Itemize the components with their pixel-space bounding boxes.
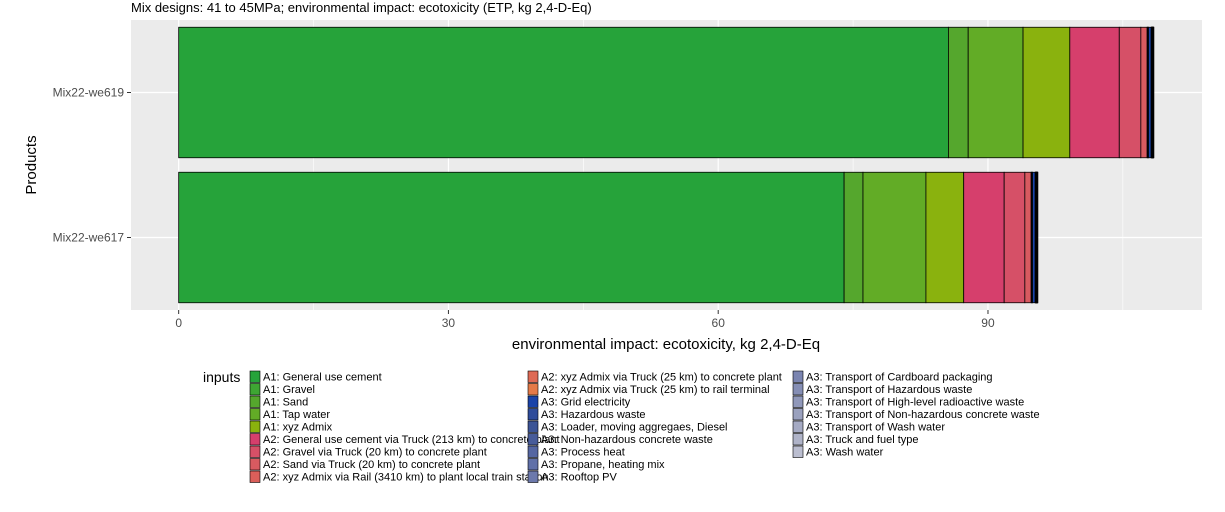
legend-key: [792, 370, 804, 383]
legend-label: A3: Propane, heating mix: [541, 459, 665, 471]
legend-label: A1: xyz Admix: [263, 422, 333, 434]
legend-label: A1: General use cement: [263, 372, 382, 384]
bar-segment: [925, 171, 965, 304]
legend-label: A3: Transport of Hazardous waste: [806, 384, 972, 396]
legend-label: A3: Wash water: [806, 447, 884, 459]
legend-label: A2: Gravel via Truck (20 km) to concrete…: [263, 447, 487, 459]
legend-key: [249, 370, 261, 383]
bar-segment: [1152, 26, 1155, 159]
legend-label: A3: Rooftop PV: [541, 472, 617, 484]
legend-label: A1: Tap water: [263, 409, 330, 421]
legend-key: [249, 408, 261, 421]
legend-key: [249, 420, 261, 433]
bar-segment: [1118, 26, 1142, 159]
legend-key: [792, 383, 804, 396]
x-axis-label: environmental impact: ecotoxicity, kg 2,…: [512, 336, 820, 353]
legend-key: [527, 383, 539, 396]
legend-label: A2: General use cement via Truck (213 km…: [263, 434, 560, 446]
bar-segment: [862, 171, 927, 304]
legend-key: [527, 395, 539, 408]
legend-key: [527, 470, 539, 483]
legend-key: [249, 458, 261, 471]
legend-key: [249, 445, 261, 458]
chart-title: Mix designs: 41 to 45MPa; environmental …: [131, 0, 592, 15]
bar-segment: [178, 26, 949, 159]
legend-label: A2: Sand via Truck (20 km) to concrete p…: [263, 459, 480, 471]
legend-label: A1: Gravel: [263, 384, 315, 396]
y-tick-label: Mix22-we617: [53, 231, 125, 245]
bar-segment: [1148, 26, 1152, 159]
legend-key: [527, 408, 539, 421]
bar-segment: [1036, 171, 1039, 304]
x-tick-label: 90: [981, 316, 995, 330]
legend-label: A2: xyz Admix via Truck (25 km) to rail …: [541, 384, 770, 396]
bar-segment: [843, 171, 864, 304]
legend-label: A3: Hazardous waste: [541, 409, 646, 421]
bar-segment: [1003, 171, 1026, 304]
legend-key: [249, 433, 261, 446]
legend-label: A3: Loader, moving aggregaes, Diesel: [541, 422, 728, 434]
x-tick-label: 0: [175, 316, 182, 330]
legend-key: [792, 408, 804, 421]
legend-label: A3: Transport of Wash water: [806, 422, 945, 434]
bar-segment: [1024, 171, 1032, 304]
legend-key: [249, 470, 261, 483]
bar-segment: [967, 26, 1024, 159]
y-axis-ticks: Mix22-we619 Mix22-we617: [53, 86, 131, 245]
legend-label: A3: Process heat: [541, 447, 625, 459]
legend-key: [527, 458, 539, 471]
legend-title: inputs: [203, 369, 240, 385]
legend-key: [527, 370, 539, 383]
legend-label: A3: Transport of Non-hazardous concrete …: [806, 409, 1040, 421]
bar-segment: [178, 171, 845, 304]
x-tick-label: 60: [712, 316, 726, 330]
legend-key: [792, 395, 804, 408]
bar-segment: [963, 171, 1005, 304]
legend-key: [527, 433, 539, 446]
legend-key: [527, 445, 539, 458]
bar-segment: [1140, 26, 1148, 159]
legend-label: A3: Transport of High-level radioactive …: [806, 397, 1024, 409]
bar-segment: [948, 26, 969, 159]
y-axis-label: Products: [23, 135, 40, 194]
legend-key: [792, 433, 804, 446]
bar-segment: [1069, 26, 1120, 159]
legend-key: [527, 420, 539, 433]
legend-label: A3: Truck and fuel type: [806, 434, 919, 446]
legend-label: A3: Transport of Cardboard packaging: [806, 372, 993, 384]
legend-key: [249, 383, 261, 396]
legend-key: [792, 445, 804, 458]
legend-label: A2: xyz Admix via Truck (25 km) to concr…: [541, 372, 782, 384]
legend-key: [792, 420, 804, 433]
legend-label: A3: Grid electricity: [541, 397, 631, 409]
legend-key: [249, 395, 261, 408]
y-tick-label: Mix22-we619: [53, 86, 125, 100]
bars: [178, 26, 1155, 304]
legend-label: A1: Sand: [263, 397, 308, 409]
x-tick-label: 30: [442, 316, 456, 330]
bar-segment: [1022, 26, 1071, 159]
x-axis-ticks: 0 30 60 90: [175, 310, 995, 330]
legend-label: A2: xyz Admix via Rail (3410 km) to plan…: [263, 472, 549, 484]
legend-label: A3: Non-hazardous concrete waste: [541, 434, 713, 446]
bar-segment: [1032, 171, 1036, 304]
